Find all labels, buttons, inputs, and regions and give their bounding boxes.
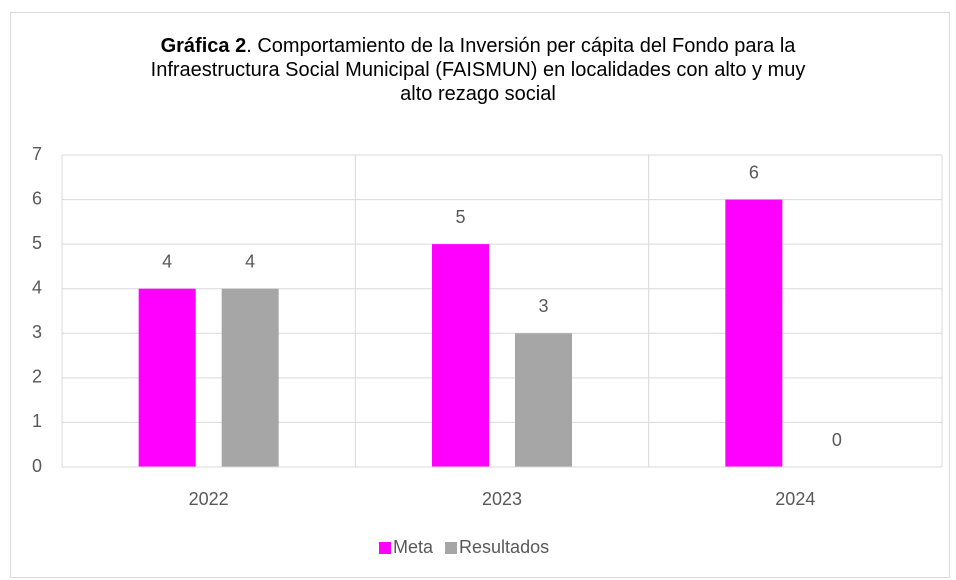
bar bbox=[221, 288, 279, 467]
y-tick-label: 0 bbox=[32, 456, 42, 476]
title-text: . Comportamiento de la Inversión per cáp… bbox=[150, 35, 806, 105]
y-tick-label: 3 bbox=[32, 322, 42, 342]
y-tick-label: 7 bbox=[32, 144, 42, 164]
bar bbox=[138, 288, 196, 467]
data-label: 3 bbox=[538, 296, 548, 316]
y-tick-label: 1 bbox=[32, 411, 42, 431]
legend-label: Resultados bbox=[459, 537, 549, 557]
legend-label: Meta bbox=[393, 537, 434, 557]
bar bbox=[725, 199, 783, 468]
x-tick-label: 2022 bbox=[189, 489, 229, 509]
chart-title: Gráfica 2. Comportamiento de la Inversió… bbox=[140, 34, 816, 106]
y-tick-label: 4 bbox=[32, 277, 42, 297]
legend-swatch bbox=[379, 542, 391, 554]
bar bbox=[515, 333, 572, 467]
data-label: 0 bbox=[832, 430, 842, 450]
data-label: 4 bbox=[245, 251, 255, 271]
x-tick-label: 2023 bbox=[482, 489, 522, 509]
data-label: 6 bbox=[749, 162, 759, 182]
title-bold: Gráfica 2 bbox=[160, 35, 247, 57]
data-label: 5 bbox=[455, 207, 465, 227]
bar bbox=[432, 244, 489, 467]
data-label: 4 bbox=[162, 251, 172, 271]
y-tick-label: 5 bbox=[32, 233, 42, 253]
x-tick-label: 2024 bbox=[775, 489, 815, 509]
y-tick-label: 2 bbox=[32, 367, 42, 387]
legend-swatch bbox=[445, 542, 458, 554]
y-tick-label: 6 bbox=[32, 188, 42, 208]
